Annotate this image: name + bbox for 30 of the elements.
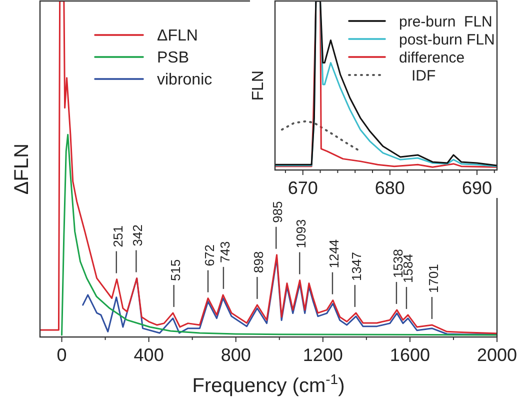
x-tick-label: 400: [134, 345, 164, 366]
x-tick-label: 1200: [302, 345, 343, 366]
legend-label: post-burn FLN: [399, 31, 495, 48]
x-tick-label: 0: [56, 345, 67, 366]
x-tick-label: 1600: [390, 345, 430, 366]
annotation: 251: [110, 226, 126, 248]
x-axis-title: Frequency (cm$^{-1}$): [192, 371, 345, 397]
legend-label: IDF: [399, 67, 436, 84]
x-tick-label: 690: [462, 178, 492, 198]
legend-label: vibronic: [157, 72, 212, 89]
annotation: 1347: [348, 252, 364, 281]
legend-label: ΔFLN: [157, 28, 198, 45]
legend-label: PSB: [157, 50, 190, 67]
annotation: 1244: [326, 239, 342, 268]
annotation: 672: [202, 244, 217, 266]
annotation: 743: [217, 241, 232, 263]
annotation: 1701: [426, 264, 441, 293]
x-tick-label: 2000: [476, 345, 518, 366]
legend-label: difference: [399, 49, 465, 66]
annotation: 342: [130, 224, 146, 246]
legend-label: pre-burn FLN: [399, 13, 492, 30]
x-tick-label: 800: [220, 345, 251, 366]
annotation: 985: [270, 201, 286, 223]
annotation: 1093: [294, 219, 309, 248]
annotation: 898: [251, 251, 266, 273]
annotation: 515: [168, 259, 183, 281]
y-axis-title: ΔFLN: [11, 143, 33, 195]
y-axis-title: FLN: [250, 70, 267, 101]
x-tick-label: 680: [374, 178, 405, 198]
x-tick-label: 670: [288, 178, 318, 198]
